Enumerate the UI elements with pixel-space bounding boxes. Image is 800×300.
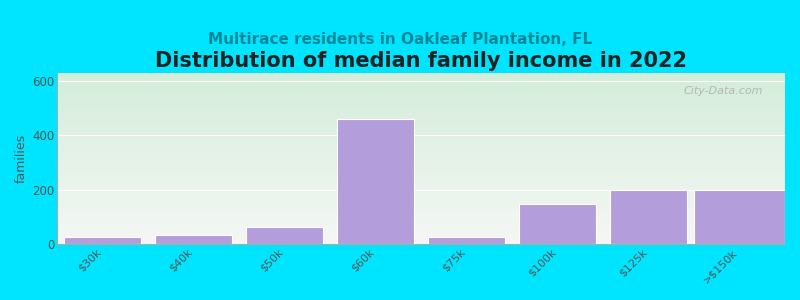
- Bar: [519, 204, 596, 244]
- Bar: [610, 190, 687, 244]
- Bar: [246, 226, 323, 244]
- Y-axis label: families: families: [15, 134, 28, 183]
- Bar: [64, 237, 142, 244]
- Bar: [428, 237, 506, 244]
- Bar: [337, 119, 414, 244]
- Text: City-Data.com: City-Data.com: [684, 86, 763, 96]
- Bar: [694, 190, 785, 244]
- Title: Distribution of median family income in 2022: Distribution of median family income in …: [155, 51, 687, 71]
- Bar: [155, 236, 232, 244]
- Text: Multirace residents in Oakleaf Plantation, FL: Multirace residents in Oakleaf Plantatio…: [208, 32, 592, 46]
